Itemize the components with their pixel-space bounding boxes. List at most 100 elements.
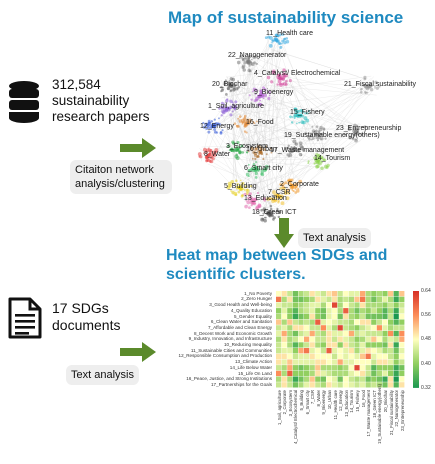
heat-cell [309, 313, 315, 320]
heat-cell [304, 313, 310, 320]
heat-cell [360, 365, 366, 371]
heat-cell [276, 353, 282, 359]
network-edge [207, 115, 222, 152]
heat-cell [371, 302, 377, 308]
heat-cell [281, 382, 287, 388]
network-edge [260, 136, 365, 222]
heat-row-label: 6_Clean Water and Sanitation [210, 319, 272, 325]
heat-cell [315, 302, 321, 308]
heat-cell [326, 313, 332, 320]
heat-cell [360, 302, 366, 308]
network-edge [247, 76, 290, 144]
heat-cell [371, 342, 377, 348]
heat-cell [354, 365, 360, 371]
heat-cell [343, 370, 349, 377]
heat-cell [326, 348, 332, 354]
heat-cell [393, 291, 399, 297]
heat-cell [309, 291, 315, 297]
heat-cell [343, 296, 349, 302]
cluster-blob [260, 204, 282, 223]
heat-cell [281, 296, 287, 302]
heat-cell [298, 302, 304, 308]
network-edge [250, 134, 320, 172]
heat-cell [292, 302, 298, 308]
heat-cell [360, 308, 366, 314]
heat-cell [365, 291, 371, 297]
heat-column-label: 12_Energy [338, 389, 344, 412]
heat-cell [298, 365, 304, 371]
heat-cell [354, 308, 360, 314]
heat-row-label: 5_Gender Equality [233, 313, 272, 319]
heat-cell [320, 313, 326, 320]
heat-row-label: 15_Life On Land [238, 370, 272, 376]
heat-cell [298, 296, 304, 302]
heat-cell [315, 313, 321, 320]
heat-cell [382, 382, 388, 388]
heat-column-label: 2_Corporate [282, 389, 288, 415]
heat-cell [276, 302, 282, 308]
heat-cell [332, 359, 338, 365]
heat-cell [399, 325, 405, 331]
heat-cell [292, 348, 298, 354]
heat-cell [292, 313, 298, 320]
heat-cell [298, 382, 304, 388]
network-edge [247, 142, 285, 156]
heat-cell [348, 313, 354, 320]
network-edge [239, 77, 368, 154]
heat-cell [343, 302, 349, 308]
heat-cell [388, 291, 394, 297]
heat-cell [376, 325, 382, 331]
network-edge [275, 30, 319, 127]
heat-cell [332, 296, 338, 302]
heat-cell [287, 291, 293, 297]
heat-cell [360, 382, 366, 388]
heat-cell [304, 308, 310, 314]
heat-cell [315, 330, 321, 337]
heat-cell [332, 382, 338, 388]
heat-cell [343, 291, 349, 297]
heat-cell [343, 319, 349, 325]
heat-cell [399, 359, 405, 365]
network-edge [232, 106, 308, 138]
heat-cell [337, 365, 343, 371]
heat-cell [382, 348, 388, 354]
heat-cell [287, 336, 293, 342]
heat-cell [365, 325, 371, 331]
heat-cell [371, 359, 377, 365]
network-graph [197, 30, 381, 224]
heat-cell [399, 302, 405, 308]
heat-column-label: 7_CSR [310, 389, 316, 405]
heat-cell [287, 359, 293, 365]
network-edge [235, 166, 311, 190]
heat-cell [326, 376, 332, 382]
cluster-label: 9_Bioenergy [254, 89, 294, 96]
heat-cell [393, 302, 399, 308]
heat-cell [376, 376, 382, 382]
citation-network-map: 11_Health care 22_Nanogenerator 4_Catalyst… [168, 26, 430, 224]
cluster-label: 10_Urban [246, 146, 277, 153]
heat-column-label: 11_Health care [332, 389, 338, 420]
heat-cell [287, 325, 293, 331]
heat-cell [348, 319, 354, 325]
heat-cell [326, 342, 332, 348]
heat-cell [393, 382, 399, 388]
heat-cell [343, 353, 349, 359]
heat-cell [320, 336, 326, 342]
heat-cell [371, 308, 377, 314]
heat-cell [276, 325, 282, 331]
heat-cell [388, 382, 394, 388]
heat-cell [354, 382, 360, 388]
network-edge [241, 119, 312, 143]
heat-cell [371, 370, 377, 377]
heat-cell [276, 365, 282, 371]
heat-cell [320, 365, 326, 371]
heat-cell [337, 370, 343, 377]
network-edge [264, 88, 266, 156]
network-edge [238, 117, 253, 163]
heat-cell [292, 291, 298, 297]
heat-cell [287, 376, 293, 382]
citation-network-label: Citaiton network analysis/clustering [70, 160, 172, 194]
network-edge [214, 112, 235, 162]
network-edge [246, 169, 279, 218]
network-edge [251, 55, 295, 145]
